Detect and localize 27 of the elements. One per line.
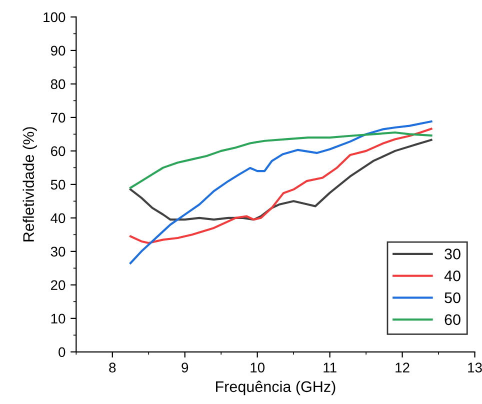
y-tick-label: 70 [51, 112, 66, 123]
x-tick-label: 8 [109, 362, 116, 373]
x-tick-label: 10 [250, 362, 265, 373]
legend-label: 60 [444, 314, 460, 326]
y-tick-label: 10 [51, 314, 66, 324]
y-tick-label: 60 [51, 146, 66, 156]
line-series [129, 128, 432, 244]
y-tick-label: 20 [50, 280, 66, 290]
x-tick-label: 9 [182, 362, 188, 373]
line-series [129, 138, 432, 221]
legend-label: 50 [444, 292, 460, 304]
x-tick-label: 13 [468, 362, 482, 373]
y-tick-label: 40 [50, 213, 66, 224]
x-tick-label: 11 [324, 362, 336, 372]
y-tick-label: 100 [44, 12, 66, 22]
line-series [129, 120, 432, 264]
legend-label: 40 [444, 270, 460, 282]
x-axis-title: Frequência (GHz) [216, 380, 336, 396]
y-tick-label: 90 [50, 46, 66, 56]
y-tick-label: 0 [58, 347, 66, 358]
legend-label: 30 [444, 248, 460, 260]
y-axis-title: Refletividade (%) [22, 127, 38, 242]
x-tick-label: 12 [396, 362, 410, 372]
y-tick-label: 30 [50, 246, 66, 257]
y-tick-label: 80 [50, 79, 66, 90]
y-tick-label: 50 [50, 180, 66, 190]
line-series [129, 131, 432, 189]
